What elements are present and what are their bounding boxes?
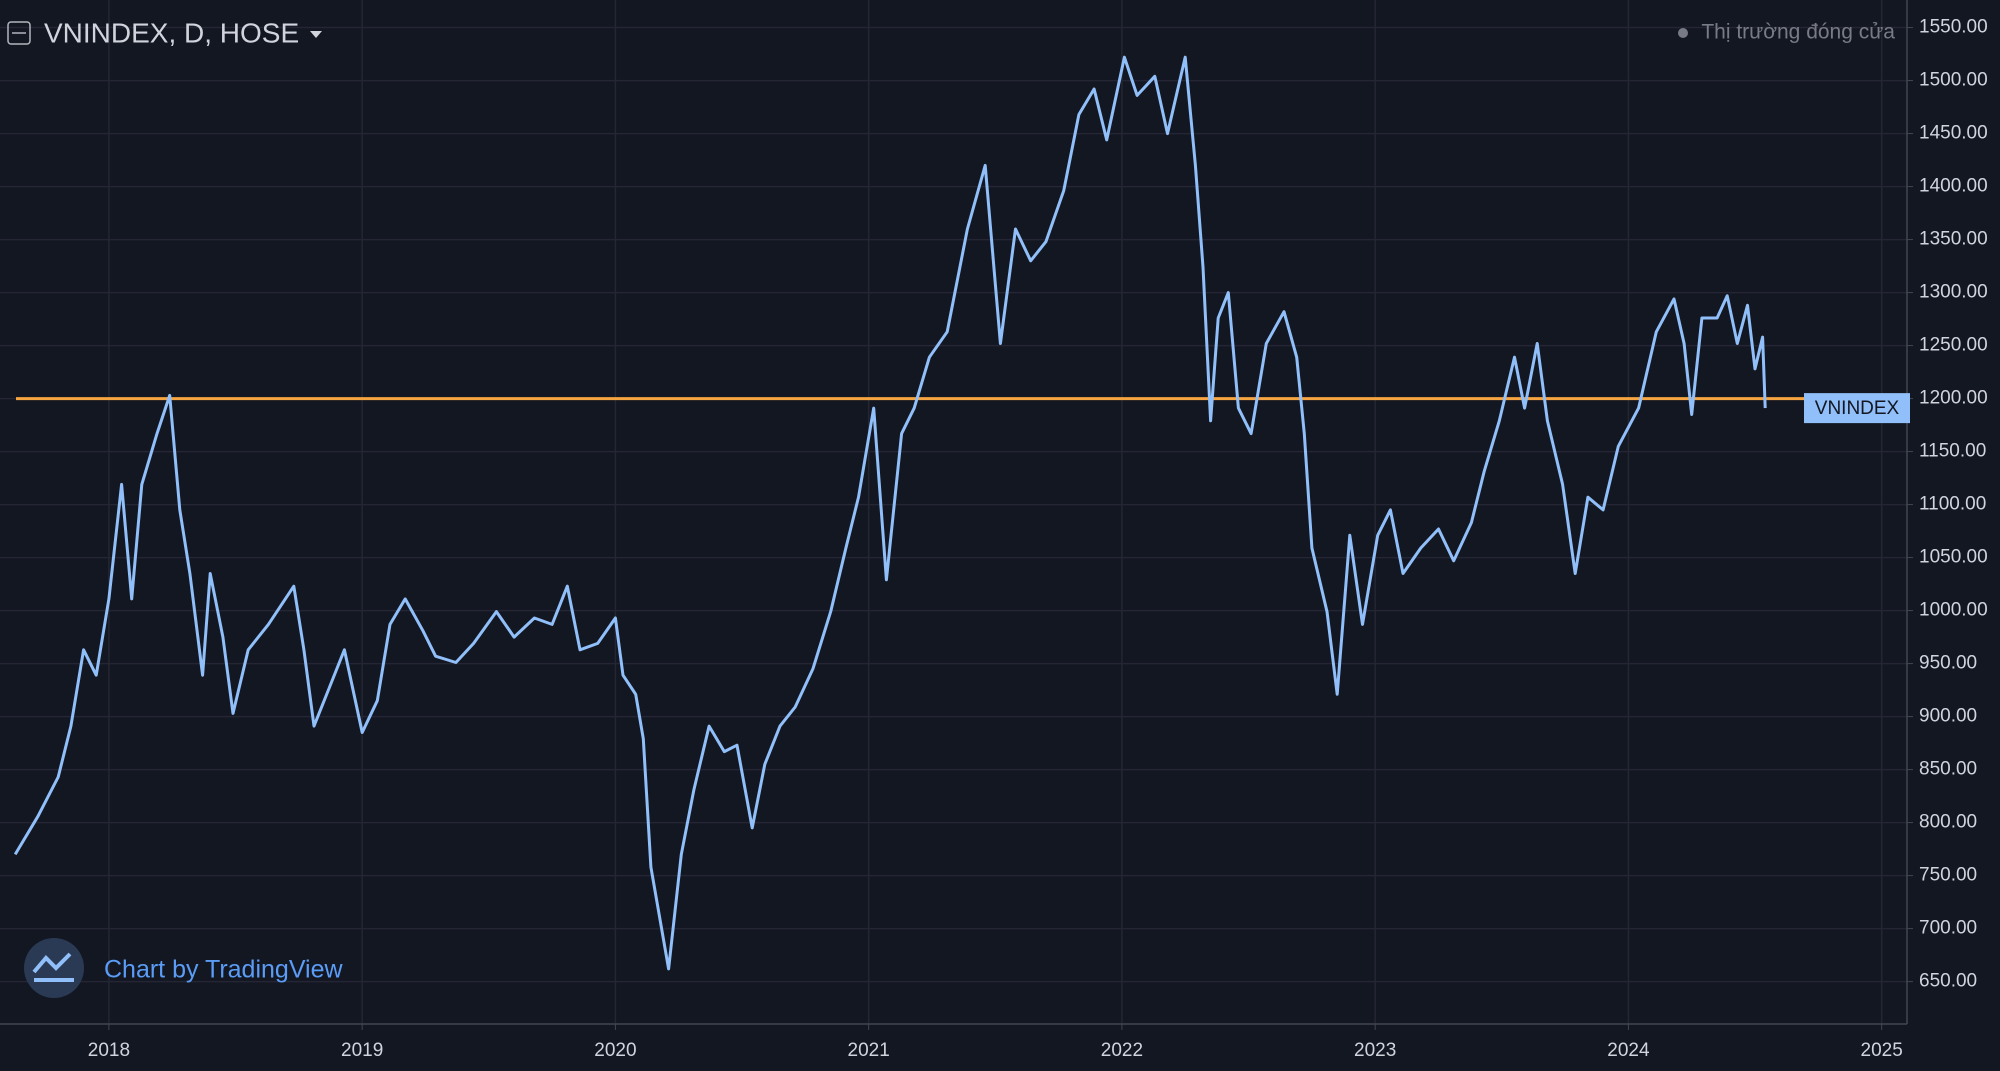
y-tick-label: 1150.00 <box>1919 441 1986 462</box>
x-tick-label: 2024 <box>1607 1040 1650 1061</box>
y-tick-label: 900.00 <box>1919 706 1977 727</box>
x-tick-label: 2023 <box>1354 1040 1396 1061</box>
x-tick-label: 2019 <box>341 1040 383 1061</box>
market-status: Thị trường đóng cửa <box>1701 21 1895 44</box>
title-dropdown[interactable] <box>310 31 322 38</box>
y-tick-label: 700.00 <box>1919 918 1977 939</box>
logo-icon <box>32 952 74 982</box>
collapse-button[interactable] <box>7 21 31 45</box>
y-tick-label: 1350.00 <box>1919 229 1988 250</box>
y-tick-label: 1250.00 <box>1919 335 1988 356</box>
y-tick-label: 1000.00 <box>1919 600 1988 621</box>
watermark[interactable]: Chart by TradingView <box>104 956 343 984</box>
y-tick-label: 1050.00 <box>1919 547 1988 568</box>
y-tick-label: 1100.00 <box>1919 494 1986 515</box>
series-label: VNINDEX <box>1815 398 1900 419</box>
y-tick-label: 750.00 <box>1919 865 1977 886</box>
y-tick-label: 1400.00 <box>1919 176 1988 197</box>
axes: 650.00 700.00 750.00 800.00 850.00 900.00 950.… <box>88 17 1988 1061</box>
plot <box>13 55 1804 971</box>
chart-title[interactable]: VNINDEX, D, HOSE <box>44 17 299 48</box>
y-tick-label: 650.00 <box>1919 971 1977 992</box>
x-tick-label: 2018 <box>88 1040 130 1061</box>
status-dot <box>1678 28 1688 38</box>
y-tick-label: 850.00 <box>1919 759 1977 780</box>
y-tick-label: 1300.00 <box>1919 282 1988 303</box>
y-tick-label: 1200.00 <box>1919 388 1988 409</box>
y-tick-label: 800.00 <box>1919 812 1977 833</box>
y-tick-label: 1550.00 <box>1919 17 1988 38</box>
x-tick-label: 2021 <box>848 1040 890 1061</box>
y-tick-label: 1450.00 <box>1919 123 1988 144</box>
x-tick-label: 2025 <box>1861 1040 1903 1061</box>
x-tick-label: 2020 <box>594 1040 636 1061</box>
y-tick-label: 1500.00 <box>1919 70 1988 91</box>
series-label-box <box>1804 393 1910 424</box>
y-tick-label: 950.00 <box>1919 653 1977 674</box>
price-line <box>13 55 1767 971</box>
x-tick-label: 2022 <box>1101 1040 1143 1061</box>
